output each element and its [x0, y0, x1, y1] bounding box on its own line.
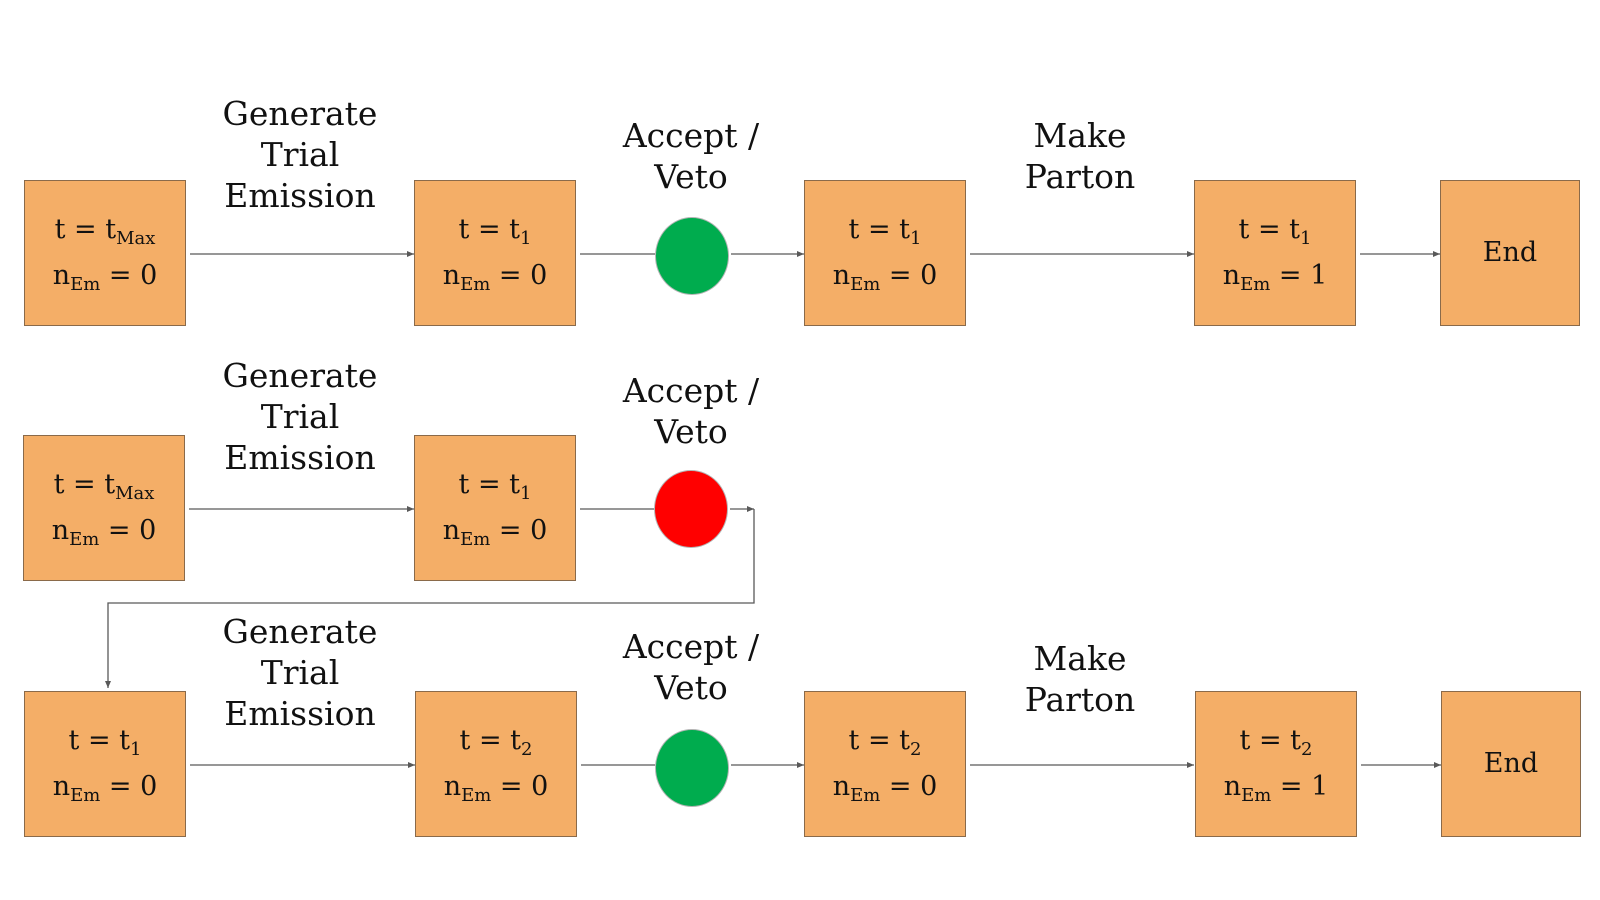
accept-indicator: [655, 217, 729, 295]
state-box: t = t1 nEm = 0: [414, 435, 576, 581]
state-box: t = t2 nEm = 0: [415, 691, 577, 837]
generate-trial-emission-label: Generate Trial Emission: [222, 612, 378, 733]
state-box: t = t2 nEm = 0: [804, 691, 966, 837]
state-box: t = t2 nEm = 1: [1195, 691, 1357, 837]
n-expression: nEm = 0: [442, 260, 548, 295]
state-box: t = t1 nEm = 0: [24, 691, 186, 837]
accept-veto-label: Accept / Veto: [622, 371, 760, 451]
accept-veto-label: Accept / Veto: [622, 627, 760, 707]
t-expression: t = t2: [848, 725, 922, 760]
make-parton-label: Make Parton: [1024, 116, 1136, 196]
n-expression: nEm = 0: [832, 260, 938, 295]
state-box: t = t1 nEm = 0: [804, 180, 966, 326]
end-box: End: [1441, 691, 1581, 837]
t-expression: t = t2: [1239, 725, 1313, 760]
end-label: End: [1483, 748, 1539, 779]
state-box: t = tMax nEm = 0: [24, 180, 186, 326]
state-box: t = t1 nEm = 0: [414, 180, 576, 326]
generate-trial-emission-label: Generate Trial Emission: [222, 94, 378, 215]
t-expression: t = tMax: [53, 469, 155, 504]
t-expression: t = t1: [68, 725, 142, 760]
n-expression: nEm = 0: [52, 771, 158, 806]
t-expression: t = t1: [458, 469, 532, 504]
t-expression: t = tMax: [54, 214, 156, 249]
make-parton-label: Make Parton: [1024, 639, 1136, 719]
n-expression: nEm = 0: [832, 771, 938, 806]
n-expression: nEm = 0: [52, 260, 158, 295]
end-box: End: [1440, 180, 1580, 326]
t-expression: t = t1: [1238, 214, 1312, 249]
accept-veto-label: Accept / Veto: [622, 116, 760, 196]
n-expression: nEm = 1: [1222, 260, 1328, 295]
generate-trial-emission-label: Generate Trial Emission: [222, 356, 378, 477]
accept-indicator: [655, 729, 729, 807]
state-box: t = t1 nEm = 1: [1194, 180, 1356, 326]
loop-back-connector: [105, 509, 755, 688]
n-expression: nEm = 0: [442, 515, 548, 550]
n-expression: nEm = 1: [1223, 771, 1329, 806]
t-expression: t = t1: [848, 214, 922, 249]
state-box: t = tMax nEm = 0: [23, 435, 185, 581]
t-expression: t = t2: [459, 725, 533, 760]
n-expression: nEm = 0: [443, 771, 549, 806]
n-expression: nEm = 0: [51, 515, 157, 550]
veto-indicator: [654, 470, 728, 548]
end-label: End: [1482, 237, 1538, 268]
t-expression: t = t1: [458, 214, 532, 249]
